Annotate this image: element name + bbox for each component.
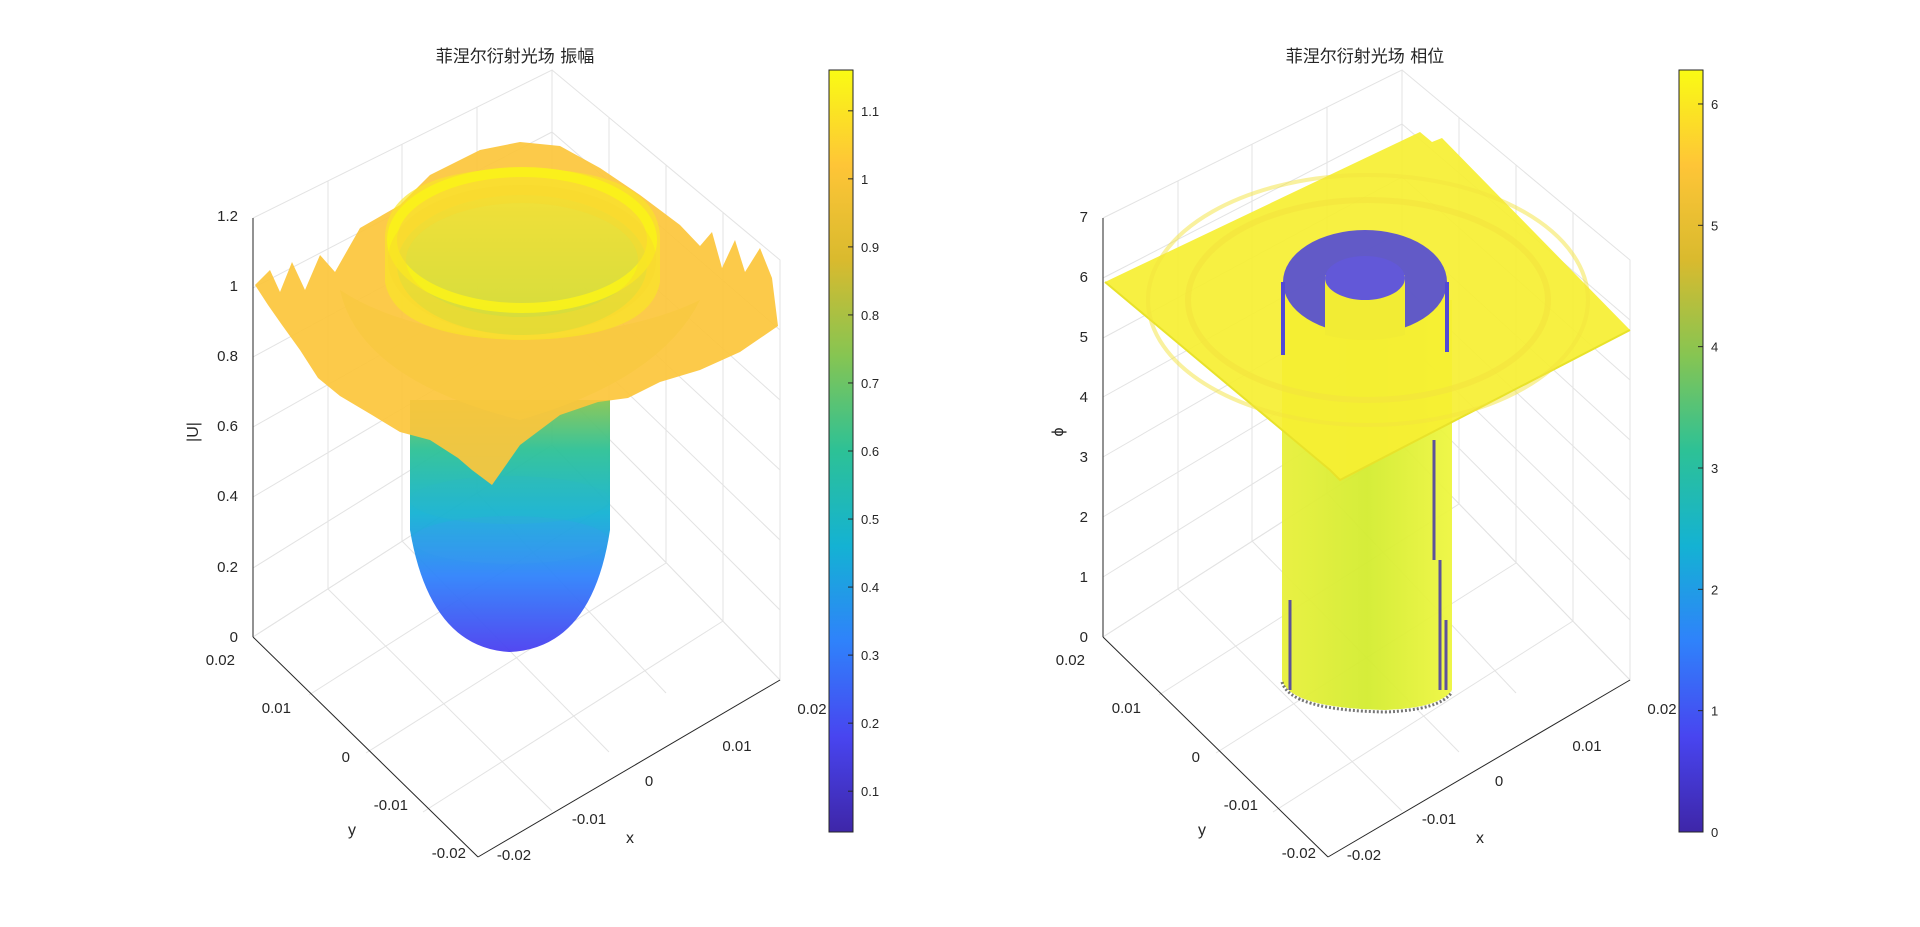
amplitude-z-ticks: 0 0.2 0.4 0.6 0.8 1 1.2: [217, 208, 238, 646]
phase-z-label: ϕ: [1050, 427, 1067, 436]
amplitude-y-label: y: [348, 822, 356, 839]
y-tick: -0.02: [432, 845, 466, 862]
x-tick: 0.02: [797, 701, 826, 718]
phase-x-ticks: -0.02 -0.01 0 0.01 0.02: [1347, 701, 1677, 864]
x-tick: -0.01: [1422, 811, 1456, 828]
z-tick: 0.6: [217, 418, 238, 435]
y-tick: -0.01: [374, 797, 408, 814]
x-tick: -0.01: [572, 811, 606, 828]
phase-y-label: y: [1198, 822, 1206, 839]
amplitude-surface: [255, 142, 778, 652]
phase-plot: 菲涅尔衍射光场 相位 0 1 2 3 4 5 6 7 ϕ 0.02 0.01 0…: [1050, 47, 1718, 864]
x-tick: 0.01: [1572, 738, 1601, 755]
colorbar-tick-label: 2: [1711, 582, 1718, 597]
z-tick: 4: [1080, 389, 1088, 406]
y-tick: -0.01: [1224, 797, 1258, 814]
colorbar-tick-label: 0.5: [861, 512, 879, 527]
colorbar-tick-label: 0.4: [861, 580, 879, 595]
colorbar-tick-label: 6: [1711, 97, 1718, 112]
y-tick: -0.02: [1282, 845, 1316, 862]
z-tick: 5: [1080, 329, 1088, 346]
z-tick: 0.8: [217, 348, 238, 365]
z-tick: 1: [1080, 569, 1088, 586]
z-tick: 0: [230, 629, 238, 646]
colorbar-tick-label: 1.1: [861, 104, 879, 119]
y-tick: 0.01: [1112, 700, 1141, 717]
phase-surface: [1104, 132, 1631, 714]
x-tick: -0.02: [1347, 847, 1381, 864]
amplitude-axes: [252, 218, 781, 858]
z-tick: 0.2: [217, 559, 238, 576]
colorbar-tick-label: 1: [861, 172, 868, 187]
colorbar-tick-label: 1: [1711, 704, 1718, 719]
z-tick: 1.2: [217, 208, 238, 225]
colorbar-tick-label: 0.6: [861, 444, 879, 459]
phase-y-ticks: 0.02 0.01 0 -0.01 -0.02: [1056, 652, 1316, 862]
phase-title: 菲涅尔衍射光场 相位: [1286, 47, 1444, 67]
x-tick: -0.02: [497, 847, 531, 864]
y-tick: 0.02: [1056, 652, 1085, 669]
amplitude-y-ticks: 0.02 0.01 0 -0.01 -0.02: [206, 652, 466, 862]
z-tick: 7: [1080, 209, 1088, 226]
amplitude-title: 菲涅尔衍射光场 振幅: [436, 47, 594, 67]
colorbar-tick-label: 0.7: [861, 376, 879, 391]
amplitude-colorbar: 0.1 0.2 0.3 0.4 0.5 0.6 0.7 0.8 0.9 1 1.1: [828, 69, 879, 833]
phase-x-label: x: [1476, 830, 1484, 847]
y-tick: 0.01: [262, 700, 291, 717]
phase-colorbar: 0 1 2 3 4 5 6: [1678, 69, 1718, 840]
phase-axes: [1102, 218, 1631, 858]
colorbar-tick-label: 0.9: [861, 240, 879, 255]
phase-z-ticks: 0 1 2 3 4 5 6 7: [1080, 209, 1088, 646]
z-tick: 0: [1080, 629, 1088, 646]
amplitude-z-label: |U|: [185, 422, 202, 442]
x-tick: 0.02: [1647, 701, 1676, 718]
x-tick: 0: [645, 773, 653, 790]
z-tick: 3: [1080, 449, 1088, 466]
amplitude-plot: 菲涅尔衍射光场 振幅 0 0.2 0.4 0.6 0.8 1 1.2 |U| 0…: [185, 47, 879, 864]
z-tick: 1: [230, 278, 238, 295]
y-tick: 0.02: [206, 652, 235, 669]
z-tick: 6: [1080, 269, 1088, 286]
x-tick: 0: [1495, 773, 1503, 790]
colorbar-tick-label: 5: [1711, 218, 1718, 233]
x-tick: 0.01: [722, 738, 751, 755]
z-tick: 0.4: [217, 488, 238, 505]
colorbar-tick-label: 0.8: [861, 308, 879, 323]
amplitude-x-ticks: -0.02 -0.01 0 0.01 0.02: [497, 701, 827, 864]
z-tick: 2: [1080, 509, 1088, 526]
colorbar-tick-label: 0: [1711, 825, 1718, 840]
y-tick: 0: [342, 749, 350, 766]
colorbar-tick-label: 4: [1711, 340, 1718, 355]
y-tick: 0: [1192, 749, 1200, 766]
colorbar-tick-label: 0.1: [861, 784, 879, 799]
colorbar-tick-label: 0.2: [861, 716, 879, 731]
colorbar-tick-label: 3: [1711, 461, 1718, 476]
colorbar-tick-label: 0.3: [861, 648, 879, 663]
amplitude-x-label: x: [626, 830, 634, 847]
colorbar-gradient: [1678, 69, 1704, 833]
